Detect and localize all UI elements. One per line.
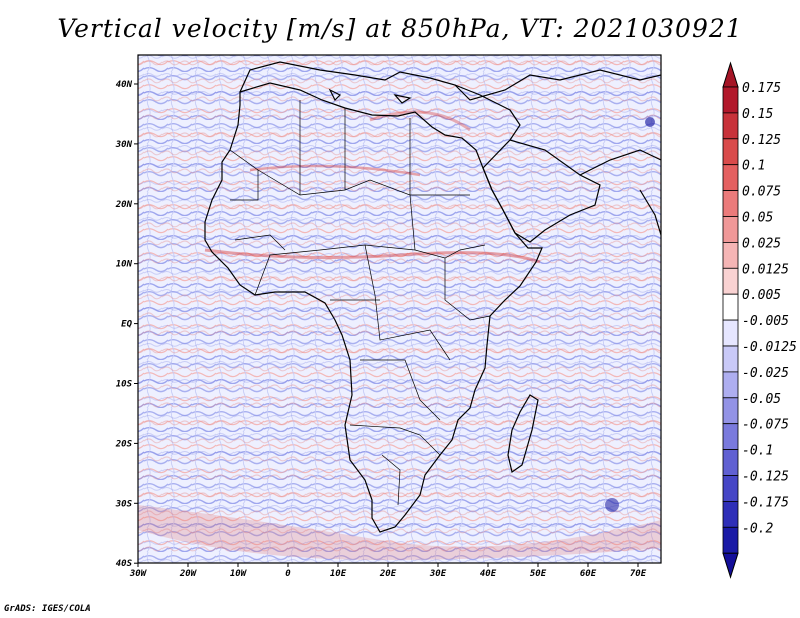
latitude-axis: 40N 30N 20N 10N EQ 10S 20S 30S 40S: [115, 80, 138, 569]
colorbar-swatch: [722, 164, 739, 191]
colorbar-swatch: [722, 345, 739, 373]
colorbar-top-arrow: [722, 61, 739, 88]
colorbar-swatch: [722, 293, 739, 321]
lon-tick-label: 0: [285, 569, 291, 579]
lon-tick-label: 70E: [630, 569, 647, 579]
colorbar-swatch: [722, 449, 739, 476]
colorbar-label: -0.05: [742, 392, 781, 407]
lon-tick-label: 40E: [480, 569, 497, 579]
lon-tick-label: 30W: [129, 569, 148, 579]
lat-tick-label: 10S: [116, 380, 133, 390]
colorbar-swatch: [722, 319, 739, 347]
colorbar-swatch: [722, 371, 739, 399]
colorbar-label: 0.125: [742, 133, 781, 148]
colorbar-swatch: [722, 112, 739, 140]
lon-tick-label: 30E: [429, 569, 447, 579]
colorbar-swatch: [722, 423, 739, 451]
lon-tick-label: 20W: [179, 569, 198, 579]
colorbar-swatch: [722, 500, 739, 528]
colorbar-label: -0.075: [742, 418, 789, 433]
lat-tick-label: 10N: [116, 260, 133, 270]
colorbar-bottom-arrow: [722, 552, 739, 579]
lat-tick-label: EQ: [121, 320, 132, 330]
coastlines: [204, 61, 661, 533]
lon-tick-label: 50E: [530, 569, 547, 579]
lat-tick-label: 20N: [115, 200, 133, 210]
lon-tick-label: 20E: [379, 569, 397, 579]
grads-credit: GrADS: IGES/COLA: [4, 604, 91, 614]
velocity-field: [138, 55, 661, 563]
colorbar-swatch: [722, 241, 739, 269]
colorbar-label: 0.075: [742, 185, 781, 200]
colorbar-label: 0.15: [742, 107, 773, 122]
lon-tick-label: 60E: [580, 569, 597, 579]
lat-tick-label: 40N: [116, 80, 133, 90]
lat-tick-label: 20S: [115, 439, 133, 449]
colorbar-label: 0.1: [742, 159, 765, 174]
country-borders: [229, 100, 491, 506]
colorbar: 0.175 0.15 0.125 0.1 0.075 0.05 0.025 0.0125 0.0…: [722, 61, 797, 579]
colorbar-label: 0.05: [742, 211, 773, 226]
lat-tick-label: 30S: [115, 499, 133, 509]
map-frame: [137, 54, 662, 564]
colorbar-label: 0.0125: [742, 262, 789, 277]
lat-tick-label: 40S: [116, 559, 133, 569]
colorbar-label: 0.005: [742, 288, 781, 303]
lat-tick-label: 30N: [115, 140, 133, 150]
colorbar-swatch: [722, 138, 739, 166]
colorbar-swatch: [722, 190, 739, 217]
colorbar-label: -0.005: [742, 314, 789, 329]
colorbar-label: -0.125: [742, 470, 789, 485]
colorbar-swatch: [722, 86, 739, 114]
map-title: Vertical velocity [m/s] at 850hPa, VT: 2…: [57, 14, 743, 43]
lon-tick-label: 10W: [230, 569, 248, 579]
colorbar-label: 0.025: [742, 236, 781, 251]
colorbar-label: -0.025: [742, 366, 789, 381]
colorbar-label: -0.1: [742, 444, 773, 459]
colorbar-label: -0.0125: [742, 340, 797, 355]
colorbar-swatch: [722, 475, 739, 502]
colorbar-swatch: [722, 267, 739, 295]
colorbar-swatch: [722, 397, 739, 425]
longitude-axis: 30W 20W 10W 0 10E 20E 30E 40E 50E 60E 70E: [129, 563, 647, 579]
colorbar-swatch: [722, 526, 739, 554]
colorbar-label: 0.175: [742, 81, 781, 96]
colorbar-label: -0.175: [742, 495, 789, 510]
colorbar-label: -0.2: [742, 521, 773, 536]
lon-tick-label: 10E: [330, 569, 347, 579]
colorbar-swatch: [722, 216, 739, 243]
